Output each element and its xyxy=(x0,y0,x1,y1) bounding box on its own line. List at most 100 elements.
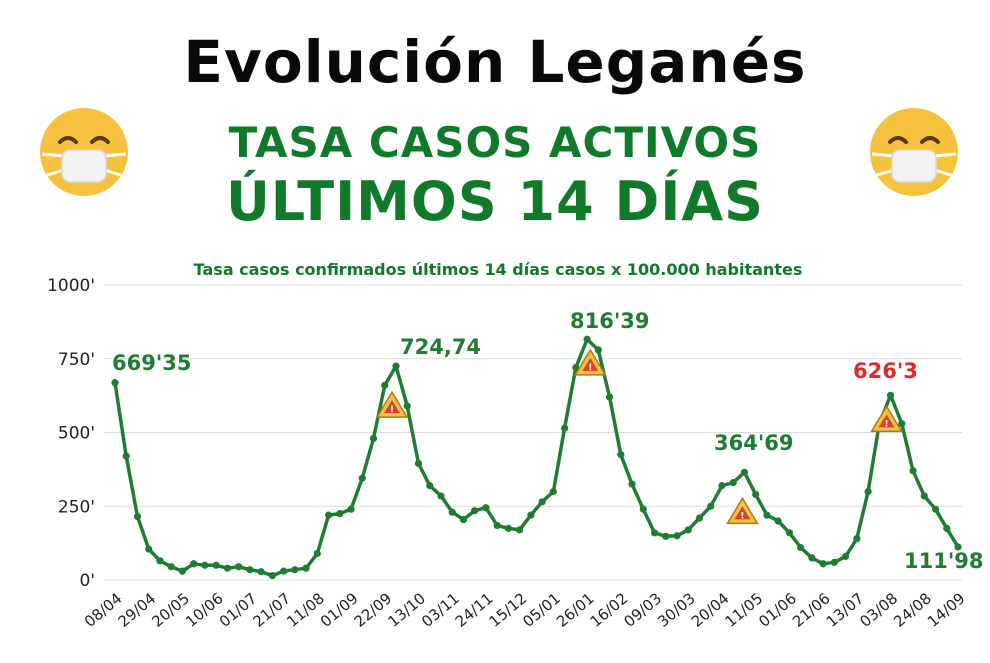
data-label: 669'35 xyxy=(112,351,192,375)
x-tick-label: 29/04 xyxy=(115,589,160,631)
x-tick-label: 13/07 xyxy=(823,589,868,631)
data-point xyxy=(808,554,816,562)
x-tick-label: 10/06 xyxy=(182,589,227,631)
data-point xyxy=(954,543,962,551)
x-tick-label: 16/02 xyxy=(587,589,632,631)
data-point xyxy=(695,514,704,522)
data-point xyxy=(336,510,344,518)
data-point xyxy=(178,567,187,575)
x-tick-label: 21/06 xyxy=(789,589,834,631)
data-point xyxy=(280,567,288,575)
data-label: 111'98 xyxy=(904,549,984,573)
data-point xyxy=(313,549,321,558)
data-point xyxy=(549,487,557,496)
masked-face-icon xyxy=(40,108,128,196)
data-point xyxy=(347,505,355,513)
x-tick-label: 26/01 xyxy=(553,589,598,631)
data-point xyxy=(538,498,546,506)
x-tick-label: 01/06 xyxy=(755,589,800,631)
x-tick-label: 01/09 xyxy=(317,589,362,631)
data-point xyxy=(268,571,276,580)
masked-face-icon xyxy=(870,108,958,196)
data-point xyxy=(145,545,153,553)
y-tick-label: 1000' xyxy=(47,276,95,296)
data-point xyxy=(459,515,468,524)
data-point xyxy=(684,526,692,534)
data-point xyxy=(628,480,636,488)
y-tick-label: 0' xyxy=(80,571,96,591)
data-point xyxy=(223,564,231,572)
data-point xyxy=(785,529,794,537)
data-point xyxy=(212,561,220,569)
x-tick-label: 08/04 xyxy=(81,589,126,631)
data-point xyxy=(504,524,512,532)
x-tick-label: 20/04 xyxy=(688,589,733,631)
data-point xyxy=(931,505,940,513)
x-tick-label: 11/08 xyxy=(283,589,328,631)
data-point xyxy=(291,566,299,574)
x-tick-label: 03/08 xyxy=(856,589,901,631)
data-point xyxy=(516,526,524,534)
data-point xyxy=(426,482,434,490)
data-point xyxy=(448,508,456,516)
data-point xyxy=(414,459,423,468)
data-point xyxy=(111,379,119,387)
data-point xyxy=(605,393,614,401)
page-subtitle-1: TASA CASOS ACTIVOS xyxy=(228,118,762,167)
data-point xyxy=(707,502,715,510)
warning-inner xyxy=(384,400,400,414)
y-tick-label: 750' xyxy=(58,350,95,370)
data-point xyxy=(639,505,647,513)
data-point xyxy=(369,434,378,442)
data-point xyxy=(830,558,838,566)
data-point xyxy=(943,524,951,532)
data-point xyxy=(650,529,659,537)
x-tick-label: 30/03 xyxy=(654,589,699,631)
warning-mark: ! xyxy=(588,363,592,373)
data-point xyxy=(527,511,535,519)
warning-mark: ! xyxy=(885,419,889,429)
warning-inner xyxy=(878,414,895,428)
data-point xyxy=(718,482,726,490)
data-point xyxy=(864,487,872,496)
data-point xyxy=(583,335,591,343)
data-point xyxy=(740,468,749,476)
data-point xyxy=(920,492,928,500)
data-label: 626'3 xyxy=(853,359,918,383)
x-tick-label: 05/01 xyxy=(519,589,564,631)
data-point xyxy=(662,532,670,540)
data-label: 816'39 xyxy=(570,309,650,333)
data-point xyxy=(774,517,782,525)
data-point xyxy=(471,507,479,515)
data-point xyxy=(381,381,389,389)
y-tick-label: 250' xyxy=(58,497,95,517)
page-subtitle-2: ÚLTIMOS 14 DÍAS xyxy=(225,170,765,233)
x-tick-label: 20/05 xyxy=(148,589,193,631)
data-point xyxy=(561,424,569,432)
data-point xyxy=(898,420,906,428)
data-point xyxy=(201,561,209,569)
data-point xyxy=(235,563,243,571)
data-point xyxy=(246,566,254,574)
x-tick-label: 22/09 xyxy=(351,589,396,631)
data-point xyxy=(853,535,861,543)
data-point xyxy=(909,467,917,475)
warning-inner xyxy=(734,506,751,520)
series-line xyxy=(113,337,960,578)
x-tick-label: 24/11 xyxy=(452,589,497,631)
data-point xyxy=(437,492,445,500)
x-tick-label: 09/03 xyxy=(620,589,665,631)
data-point xyxy=(122,452,130,460)
data-point xyxy=(324,511,333,519)
data-point xyxy=(403,402,411,410)
x-tick-label: 03/11 xyxy=(418,589,463,631)
data-point xyxy=(493,521,501,530)
x-tick-label: 13/10 xyxy=(384,589,429,631)
data-point xyxy=(842,552,850,561)
y-tick-label: 500' xyxy=(58,424,95,444)
data-point xyxy=(302,564,310,572)
data-label: 724,74 xyxy=(400,335,481,359)
data-point xyxy=(190,560,198,568)
data-point xyxy=(763,511,771,519)
data-point xyxy=(819,560,827,568)
